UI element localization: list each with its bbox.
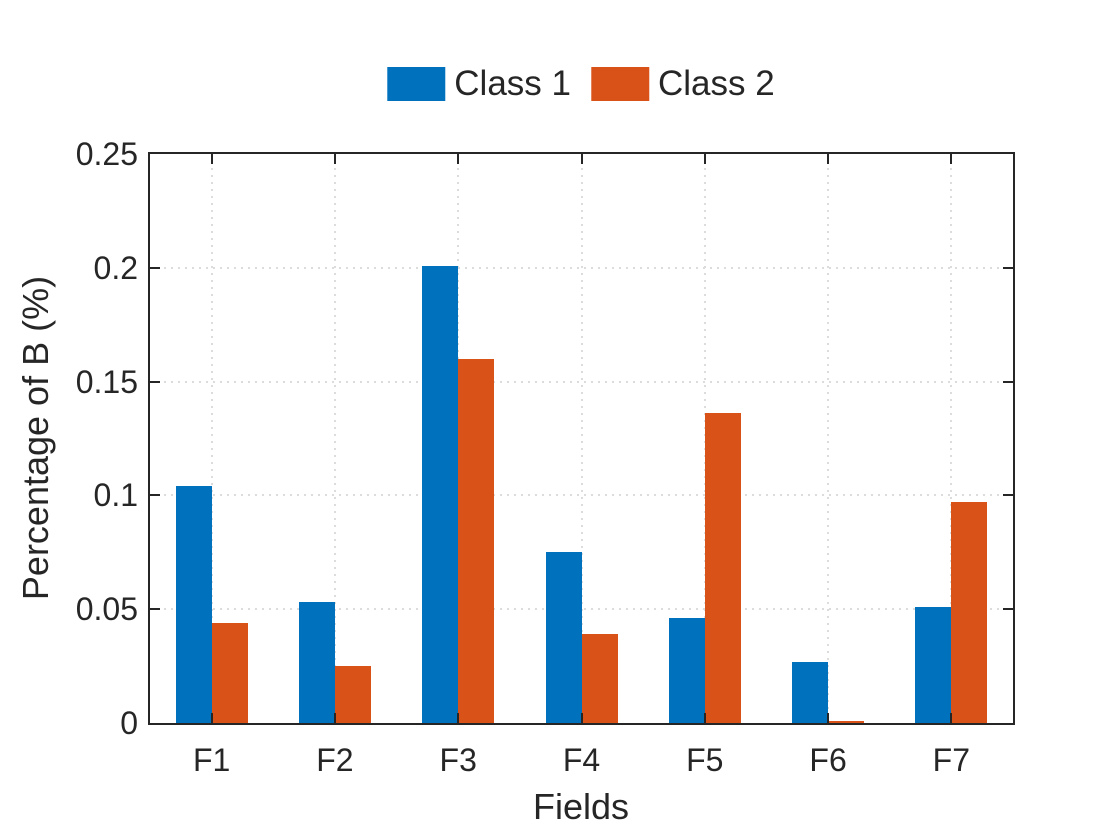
tick-y-right-0.2 (1003, 266, 1013, 269)
gridline-x-f6 (827, 154, 830, 723)
tick-x-top-f6 (827, 154, 830, 164)
gridline-x-f7 (950, 154, 953, 723)
tick-x-top-f5 (703, 154, 706, 164)
tick-y-left-0.2 (150, 266, 160, 269)
tick-y-right-0.15 (1003, 380, 1013, 383)
tick-y-left-0.1 (150, 494, 160, 497)
xtick-label-f3: F3 (439, 742, 477, 778)
ytick-label-0.25: 0.25 (75, 136, 138, 172)
xtick-label-f5: F5 (686, 742, 724, 778)
tick-x-bottom-f7 (950, 713, 953, 723)
bar-class-2-f5 (704, 413, 741, 723)
bar-class-2-f3 (458, 358, 495, 723)
tick-x-bottom-f4 (580, 713, 583, 723)
ytick-label-0.1: 0.1 (93, 477, 138, 514)
xtick-label-f7: F7 (932, 742, 971, 778)
legend: Class 1 Class 2 (387, 66, 775, 102)
bar-class-2-f4 (581, 634, 618, 723)
bar-class-2-f1 (211, 622, 248, 723)
bar-class-2-f6 (828, 720, 865, 723)
tick-x-top-f7 (950, 154, 953, 164)
ytick-label-0.2: 0.2 (93, 249, 138, 286)
tick-x-bottom-f1 (210, 713, 213, 723)
bar-class-1-f4 (545, 552, 582, 723)
bar-class-1-f7 (915, 606, 952, 723)
legend-item-class-2: Class 2 (591, 66, 775, 102)
xtick-label-f6: F6 (809, 742, 847, 778)
legend-item-class-1: Class 1 (387, 66, 571, 102)
ytick-label-0: 0 (120, 705, 138, 741)
tick-y-left-0.05 (150, 608, 160, 611)
bar-class-2-f2 (334, 666, 371, 723)
bar-class-1-f6 (792, 661, 829, 723)
tick-x-bottom-f3 (457, 713, 460, 723)
xtick-label-f4: F4 (562, 742, 601, 778)
tick-x-top-f2 (333, 154, 336, 164)
legend-label-class-1: Class 1 (454, 64, 571, 103)
x-axis-title: Fields (532, 786, 630, 827)
tick-x-top-f3 (457, 154, 460, 164)
plot-area (148, 152, 1015, 725)
legend-swatch-class-1 (387, 67, 446, 101)
gridline-x-f4 (580, 154, 583, 723)
xtick-label-f2: F2 (316, 742, 354, 778)
legend-swatch-class-2 (591, 67, 649, 101)
bar-class-1-f3 (422, 265, 459, 723)
tick-x-bottom-f2 (333, 713, 336, 723)
tick-y-right-0.05 (1003, 608, 1013, 611)
gridline-x-f2 (333, 154, 336, 723)
gridline-x-f1 (210, 154, 213, 723)
tick-y-left-0.15 (150, 380, 160, 383)
tick-x-bottom-f6 (827, 713, 830, 723)
bar-class-2-f7 (951, 502, 988, 723)
y-axis-title: Percentage of B (%) (15, 275, 56, 601)
tick-x-top-f4 (580, 154, 583, 164)
legend-label-class-2: Class 2 (658, 64, 775, 103)
ytick-label-0.15: 0.15 (75, 363, 138, 400)
bar-class-1-f1 (175, 486, 212, 723)
xtick-label-f1: F1 (192, 742, 231, 778)
tick-y-right-0.1 (1003, 494, 1013, 497)
bar-class-1-f2 (298, 602, 335, 723)
bar-class-1-f5 (668, 618, 705, 723)
tick-x-top-f1 (210, 154, 213, 164)
ytick-label-0.05: 0.05 (75, 591, 138, 628)
tick-x-bottom-f5 (703, 713, 706, 723)
